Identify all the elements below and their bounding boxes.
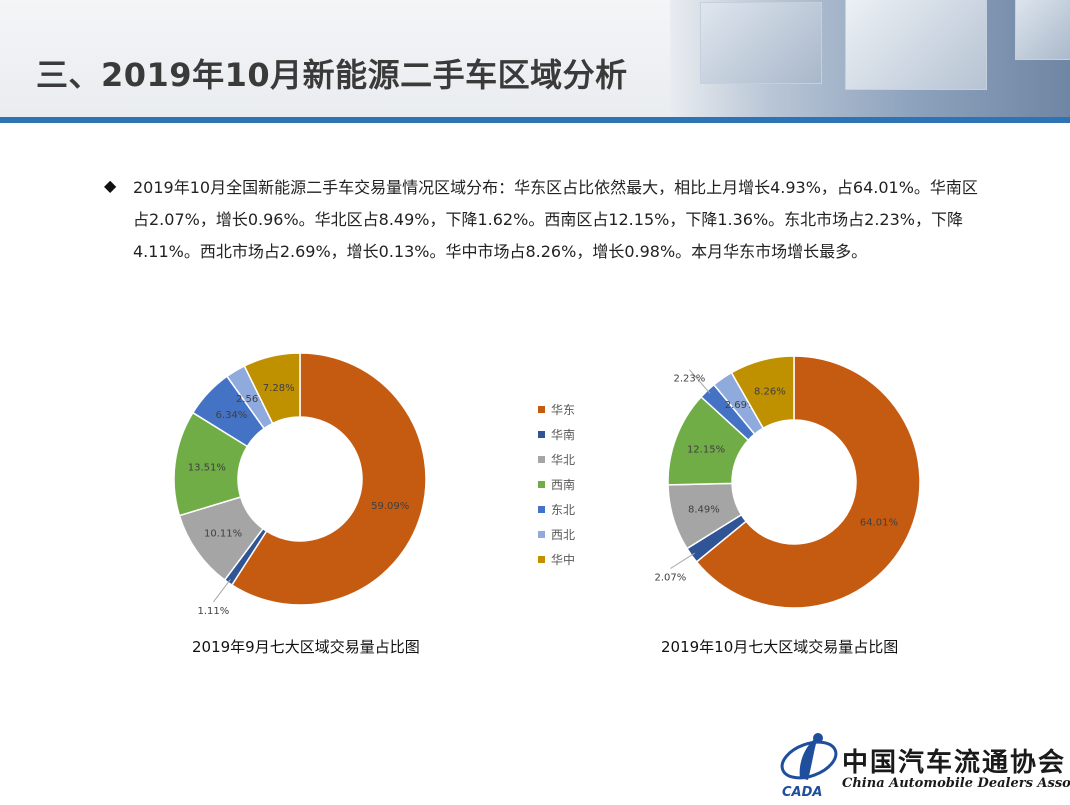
legend-label: 东北 [551,503,576,517]
chart-title-october: 2019年10月七大区域交易量占比图 [661,638,899,656]
header-decoration [670,0,1070,118]
data-label: 13.51% [188,462,226,473]
logo-name-en: China Automobile Dealers Association [842,776,1070,791]
legend-swatch [538,431,545,438]
cada-logo-icon: CADA [780,733,838,800]
donut-slice-华东 [695,355,921,609]
legend-swatch [538,556,545,563]
data-label: 8.26% [754,387,786,398]
legend-label: 华北 [551,453,576,467]
page-title: 三、2019年10月新能源二手车区域分析 [36,56,628,94]
legend-label: 西北 [551,528,576,542]
legend-swatch [538,531,545,538]
logo-name-cn: 中国汽车流通协会 [842,748,1067,778]
data-label: 2.23% [674,374,706,385]
cada-logo: CADA 中国汽车流通协会 China Automobile Dealers A… [778,726,1070,802]
data-label: 8.49% [688,504,720,515]
legend-swatch [538,456,545,463]
legend-label: 华南 [551,428,576,442]
legend-label: 西南 [551,478,576,492]
legend-swatch [538,506,545,513]
chart-title-september: 2019年9月七大区域交易量占比图 [192,638,420,656]
legend-swatch [538,481,545,488]
decor-cube [845,0,987,90]
legend-item: 华东 [538,397,575,422]
leader-line [213,578,231,603]
legend-item: 华北 [538,447,575,472]
logo-abbr: CADA [782,785,822,800]
donut-slice-华中 [243,352,301,425]
leader-line [689,369,711,394]
legend-item: 华中 [538,547,575,572]
data-label: 7.28% [263,383,295,394]
data-label: 2.56% [236,394,268,405]
title-underline [0,117,1070,123]
legend-item: 华南 [538,422,575,447]
diamond-bullet-icon: ◆ [104,176,117,195]
data-label: 64.01% [860,518,898,529]
data-label: 2.07% [655,572,687,583]
data-label: 59.09% [371,501,409,512]
donut-slice-华中 [730,355,795,430]
legend-label: 华东 [551,403,576,417]
legend-item: 西南 [538,472,575,497]
chart-legend: 华东 华南 华北 西南 东北 西北 华中 [538,397,575,572]
data-label: 1.11% [198,606,230,617]
decor-cube [700,2,822,84]
donut-slice-华东 [230,352,427,606]
legend-label: 华中 [551,553,576,567]
legend-item: 东北 [538,497,575,522]
legend-swatch [538,406,545,413]
data-label: 2.69% [725,400,757,411]
data-label: 6.34% [216,410,248,421]
decor-cube [1015,0,1070,60]
header-banner: 三、2019年10月新能源二手车区域分析 [0,0,1070,118]
data-label: 12.15% [687,444,725,455]
data-label: 10.11% [204,529,242,540]
summary-text: 2019年10月全国新能源二手车交易量情况区域分布：华东区占比依然最大，相比上月… [133,178,978,261]
leader-line [670,552,696,569]
legend-item: 西北 [538,522,575,547]
